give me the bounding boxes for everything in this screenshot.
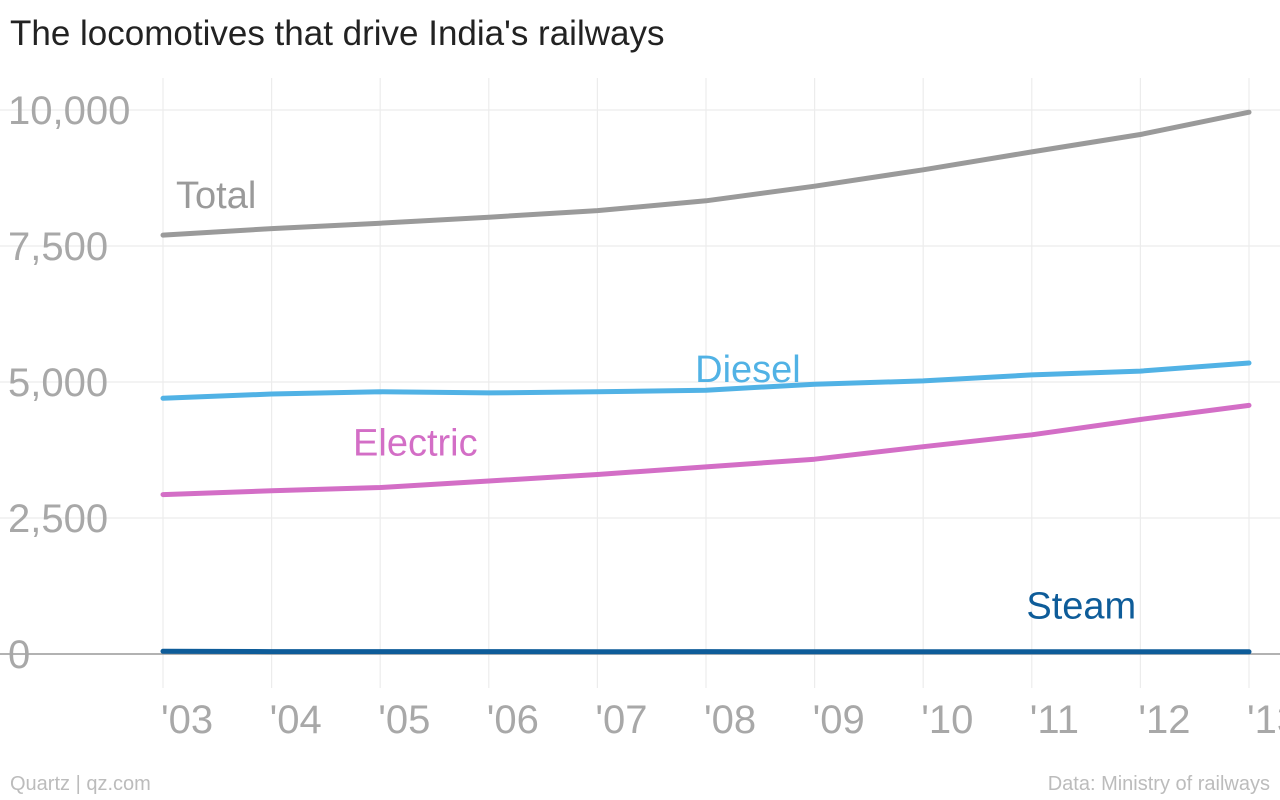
x-tick-label: '11 [1030, 698, 1079, 742]
brand-credit: Quartz | qz.com [10, 773, 151, 795]
series-label-total: Total [176, 175, 256, 217]
y-tick-label: 10,000 [8, 89, 130, 133]
y-tick-label: 5,000 [8, 361, 108, 405]
chart-title: The locomotives that drive India's railw… [10, 14, 665, 53]
x-tick-label: '04 [270, 698, 322, 742]
y-tick-label: 7,500 [8, 225, 108, 269]
series-label-electric: Electric [353, 422, 478, 464]
x-tick-label: '10 [921, 698, 973, 742]
x-tick-label: '12 [1138, 698, 1190, 742]
x-tick-label: '07 [595, 698, 647, 742]
x-tick-label: '06 [487, 698, 539, 742]
x-tick-label: '08 [704, 698, 756, 742]
x-tick-label: '13 [1247, 698, 1280, 742]
series-label-steam: Steam [1026, 586, 1136, 628]
x-tick-label: '05 [378, 698, 430, 742]
data-source: Data: Ministry of railways [1047, 773, 1270, 795]
y-tick-label: 0 [8, 633, 30, 677]
series-label-diesel: Diesel [695, 349, 801, 391]
x-tick-label: '09 [813, 698, 865, 742]
y-tick-label: 2,500 [8, 497, 108, 541]
x-tick-label: '03 [161, 698, 213, 742]
